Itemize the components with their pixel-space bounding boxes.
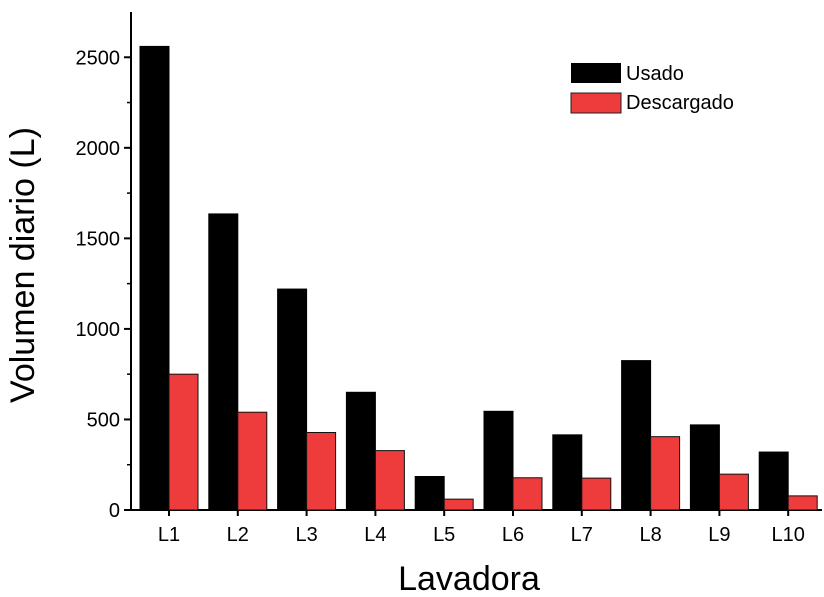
bar-descargado-l8 (650, 436, 681, 511)
bar-usado-l1 (139, 45, 170, 511)
bar-descargado-l6 (512, 477, 543, 511)
x-tick-label: L7 (571, 524, 593, 546)
bar-usado-l6 (483, 410, 514, 511)
y-tick-label: 1000 (76, 319, 121, 341)
bar-usado-l2 (208, 213, 239, 511)
bar-usado-l4 (345, 391, 376, 511)
bar-descargado-l3 (306, 431, 337, 511)
y-tick-label: 2000 (76, 138, 121, 160)
bar-usado-l8 (621, 360, 652, 511)
y-tick-label: 1500 (76, 228, 121, 250)
x-tick-label: L3 (295, 524, 317, 546)
x-axis-title: Lavadora (398, 560, 540, 597)
bar-usado-l9 (689, 424, 720, 511)
legend-label-usado: Usado (626, 63, 684, 85)
bar-descargado-l1 (168, 373, 199, 511)
x-tick-label: L6 (502, 524, 524, 546)
x-tick-label: L2 (227, 524, 249, 546)
x-tick-label: L4 (364, 524, 386, 546)
legend-swatch-usado (571, 63, 621, 83)
x-tick-label: L5 (433, 524, 455, 546)
bar-usado-l5 (414, 475, 445, 511)
legend-label-descargado: Descargado (626, 92, 734, 114)
bar-descargado-l9 (718, 473, 749, 511)
bar-descargado-l10 (787, 495, 818, 511)
bar-descargado-l5 (443, 498, 474, 511)
bar-usado-l10 (758, 451, 789, 511)
x-tick-label: L9 (708, 524, 730, 546)
y-axis-title: Volumen diario (L) (4, 127, 42, 403)
y-tick-label: 2500 (76, 47, 121, 69)
y-tick-label: 500 (87, 409, 120, 431)
x-tick-label: L1 (158, 524, 180, 546)
bar-descargado-l7 (581, 477, 612, 511)
bar-descargado-l2 (237, 411, 268, 511)
bars (139, 45, 818, 511)
bar-usado-l3 (277, 288, 308, 511)
x-tick-label: L10 (772, 524, 805, 546)
bar-usado-l7 (552, 434, 583, 511)
x-tick-label: L8 (639, 524, 661, 546)
legend-swatch-descargado (570, 92, 622, 114)
bar-descargado-l4 (374, 450, 405, 511)
legend: Usado Descargado (570, 63, 734, 114)
tick-labels: 0 500 1000 1500 2000 2500 L1 L2 L3 L4 L5 L6 L7 L8 L9 L1… (76, 47, 805, 546)
y-tick-label: 0 (109, 500, 120, 522)
